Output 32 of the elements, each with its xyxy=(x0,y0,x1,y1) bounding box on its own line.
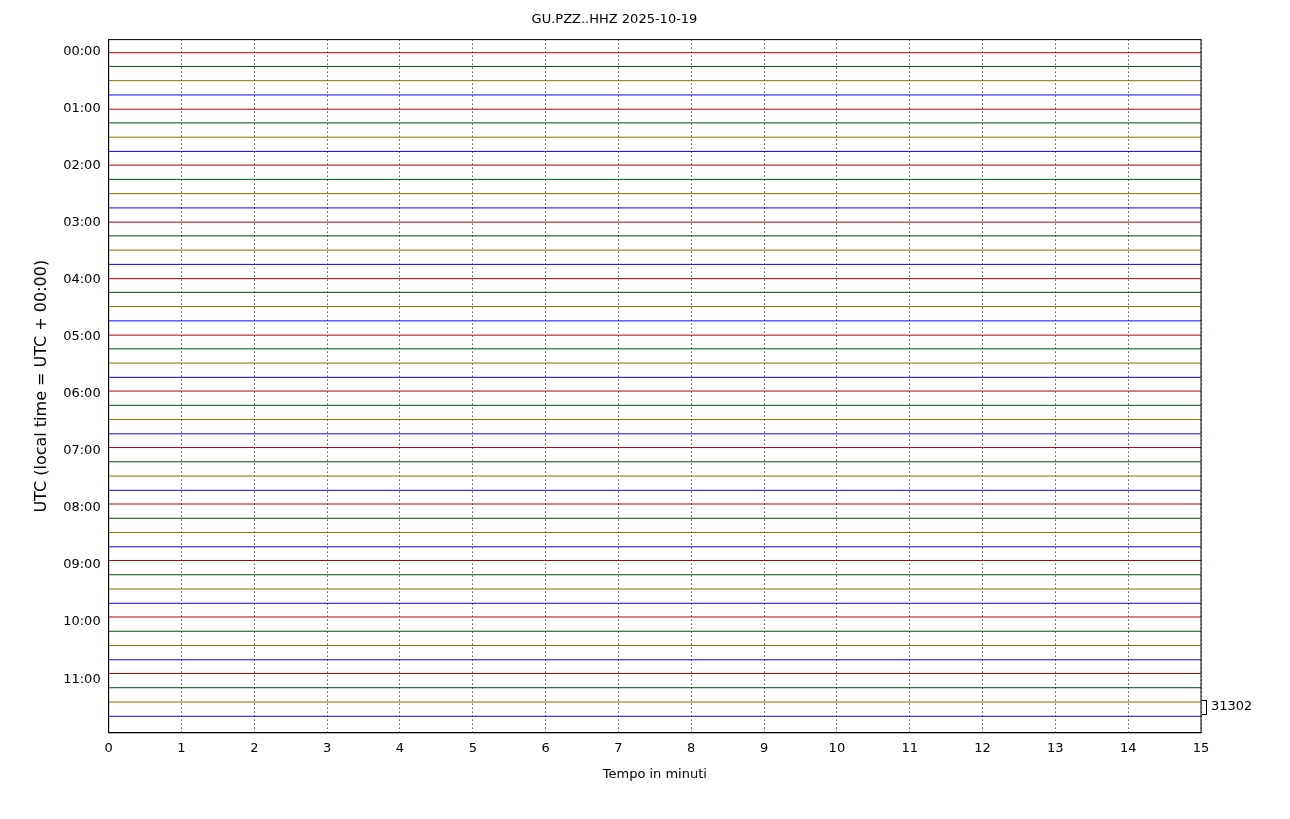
x-tick-label: 13 xyxy=(1047,739,1064,755)
y-tick-label: 00:00 xyxy=(63,42,101,58)
x-tick-label: 5 xyxy=(468,739,477,755)
x-tick-label: 15 xyxy=(1192,739,1210,755)
x-tick-label: 14 xyxy=(1119,739,1137,755)
x-tick-label: 6 xyxy=(541,739,550,755)
y-tick-label: 10:00 xyxy=(63,613,101,629)
y-tick-label: 11:00 xyxy=(63,670,101,686)
x-tick-label: 9 xyxy=(759,739,769,755)
y-tick-label: 06:00 xyxy=(63,385,101,401)
y-axis-title: UTC (local time = UTC + 00:00) xyxy=(30,259,50,513)
y-tick-label: 09:00 xyxy=(63,556,101,572)
x-tick-label: 1 xyxy=(177,739,186,755)
chart-title: GU.PZZ..HHZ 2025-10-19 xyxy=(531,11,698,27)
y-tick-label: 07:00 xyxy=(63,442,101,458)
x-axis-title: Tempo in minuti xyxy=(601,765,707,781)
y-tick-label: 01:00 xyxy=(63,100,101,116)
x-tick-label: 0 xyxy=(104,739,113,755)
x-tick-label: 4 xyxy=(395,739,405,755)
x-tick-label: 2 xyxy=(250,739,259,755)
text: 31302 xyxy=(1211,698,1253,714)
y-tick-label: 03:00 xyxy=(63,214,101,230)
x-tick-label: 10 xyxy=(828,739,846,755)
x-tick-label: 12 xyxy=(974,739,991,755)
y-tick-label: 08:00 xyxy=(63,499,101,515)
y-tick-label: 04:00 xyxy=(63,271,101,287)
y-tick-label: 05:00 xyxy=(63,328,101,344)
x-tick-label: 3 xyxy=(322,739,332,755)
x-tick-label: 11 xyxy=(901,739,918,755)
x-tick-label: 8 xyxy=(687,739,696,755)
x-tick-label: 7 xyxy=(614,739,623,755)
y-tick-label: 02:00 xyxy=(63,157,101,173)
